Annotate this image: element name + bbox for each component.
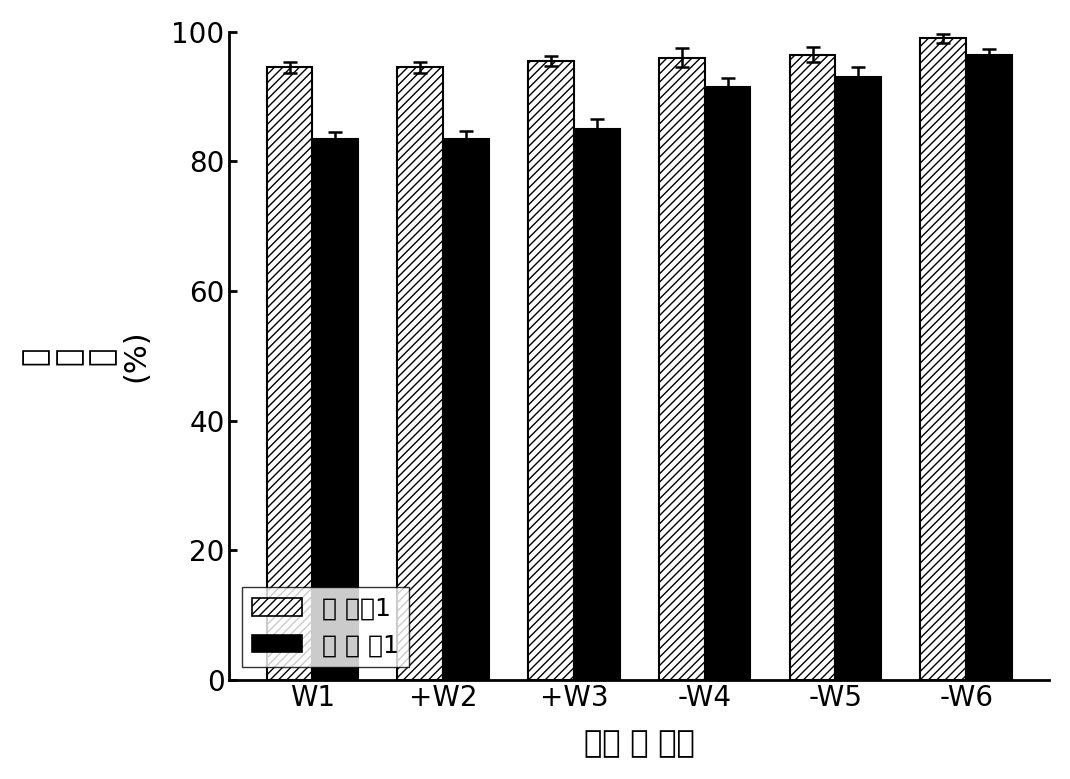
X-axis label: 微量 有 机物: 微量 有 机物 bbox=[584, 729, 694, 758]
Bar bbox=[920, 38, 966, 679]
Legend: 比 较例1, 实 施 例1: 比 较例1, 实 施 例1 bbox=[242, 587, 409, 667]
Bar bbox=[836, 77, 882, 679]
Bar bbox=[790, 55, 836, 679]
Bar bbox=[705, 87, 750, 679]
Bar bbox=[659, 58, 705, 679]
Bar bbox=[443, 139, 489, 679]
Bar bbox=[312, 139, 358, 679]
Bar bbox=[574, 129, 620, 679]
Bar bbox=[397, 68, 443, 679]
Bar bbox=[966, 55, 1012, 679]
Bar bbox=[529, 61, 574, 679]
Bar bbox=[266, 68, 312, 679]
Y-axis label: 截
留
率
(%): 截 留 率 (%) bbox=[20, 330, 151, 382]
